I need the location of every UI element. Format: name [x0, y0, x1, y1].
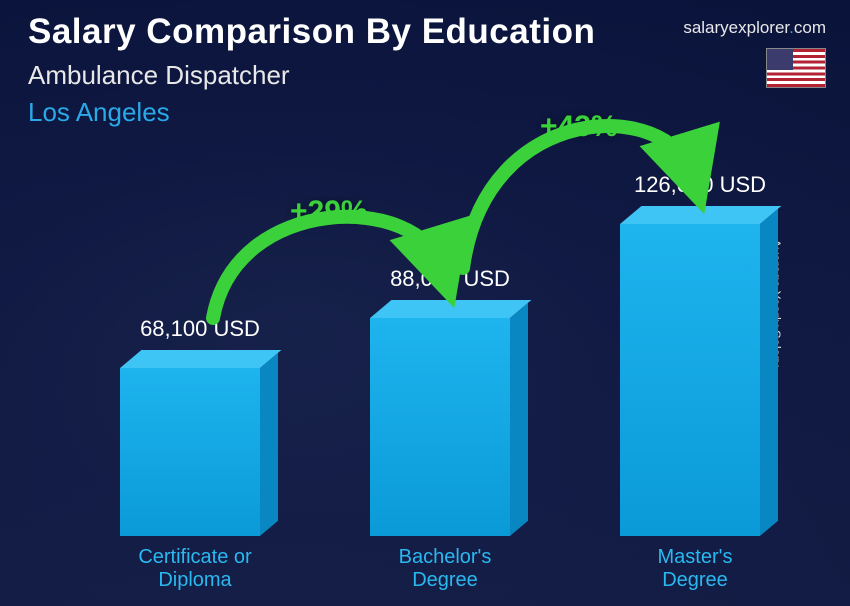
bar-value: 68,100 USD — [115, 316, 285, 342]
bar-value: 88,000 USD — [365, 266, 535, 292]
bar-label: Master'sDegree — [605, 546, 785, 592]
bar — [370, 318, 510, 536]
arc-label: +43% — [540, 110, 618, 144]
arc-label: +29% — [290, 195, 368, 229]
bar — [620, 224, 760, 536]
chart-area: 68,100 USD Certificate orDiploma 88,000 US… — [0, 0, 850, 606]
bar-label: Certificate orDiploma — [105, 546, 285, 592]
bar-value: 126,000 USD — [615, 172, 785, 198]
bar — [120, 368, 260, 536]
bar-label: Bachelor'sDegree — [355, 546, 535, 592]
